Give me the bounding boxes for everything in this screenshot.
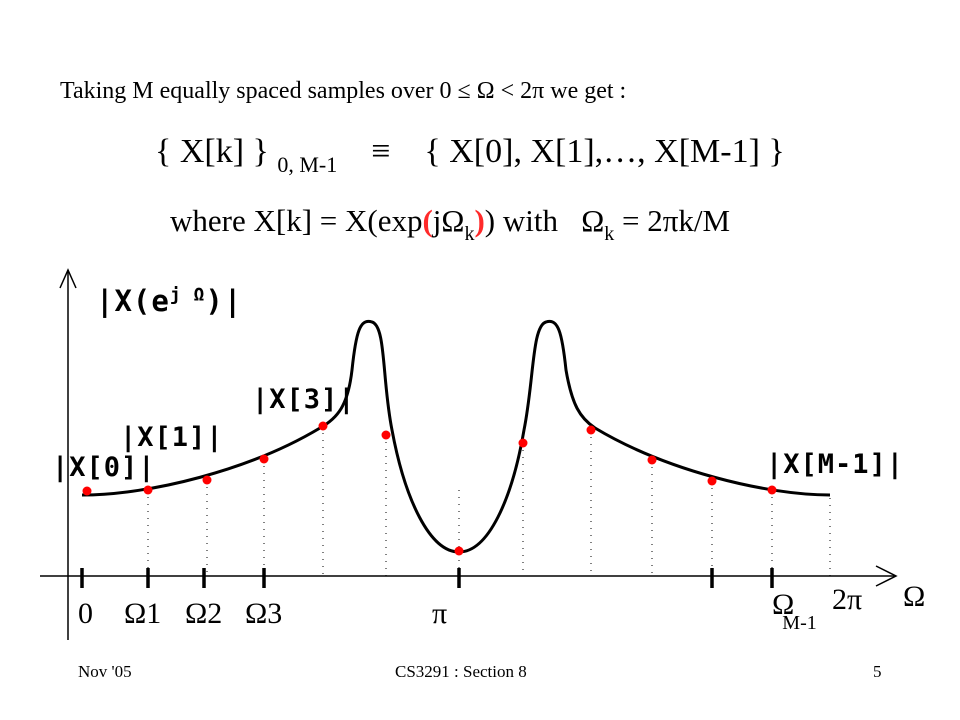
y-axis-label: |X(ej Ω)| — [96, 284, 243, 318]
sample-lines — [147, 426, 831, 576]
label-xm1: |X[M-1]| — [766, 449, 905, 480]
tick-label-pi: π — [432, 597, 448, 630]
label-x3: |X[3]| — [252, 384, 356, 415]
y-axis-arrow — [59, 268, 77, 289]
x-axis-arrow — [875, 565, 898, 587]
sample-dot — [318, 421, 328, 431]
sample-dot — [707, 476, 717, 486]
sample-dots — [82, 421, 777, 556]
sample-dot — [202, 475, 212, 485]
tick-label-omega1: Ω1 — [124, 597, 162, 630]
slide-number: 5 — [873, 662, 882, 681]
x-ticks — [80, 568, 774, 588]
tick-label-omega-m1: ΩM-1 — [772, 588, 817, 634]
sample-dot — [647, 455, 657, 465]
footer-date: Nov '05 — [78, 662, 132, 681]
x-axis-label: Ω — [903, 580, 926, 613]
sample-dot — [143, 485, 153, 495]
label-x0: |X[0]| — [52, 452, 156, 483]
tick-label-2pi: 2π — [832, 583, 863, 616]
set-equation: { X[k] } 0, M-1 ≡ { X[0], X[1],…, X[M-1]… — [155, 133, 785, 177]
sample-dot — [518, 438, 528, 448]
sample-dot — [767, 485, 777, 495]
footer-title: CS3291 : Section 8 — [395, 662, 527, 681]
sample-dot — [586, 425, 596, 435]
where-equation: where X[k] = X(exp(jΩk)) with Ωk = 2πk/M — [170, 203, 731, 245]
tick-label-omega2: Ω2 — [185, 597, 223, 630]
sample-dot — [381, 430, 391, 440]
intro-text: Taking M equally spaced samples over 0 ≤… — [60, 78, 627, 104]
sample-dot — [454, 546, 464, 556]
sample-dot — [82, 486, 92, 496]
tick-label-0: 0 — [78, 597, 93, 630]
sample-dot — [259, 454, 269, 464]
tick-label-omega3: Ω3 — [245, 597, 283, 630]
label-x1: |X[1]| — [120, 422, 224, 453]
